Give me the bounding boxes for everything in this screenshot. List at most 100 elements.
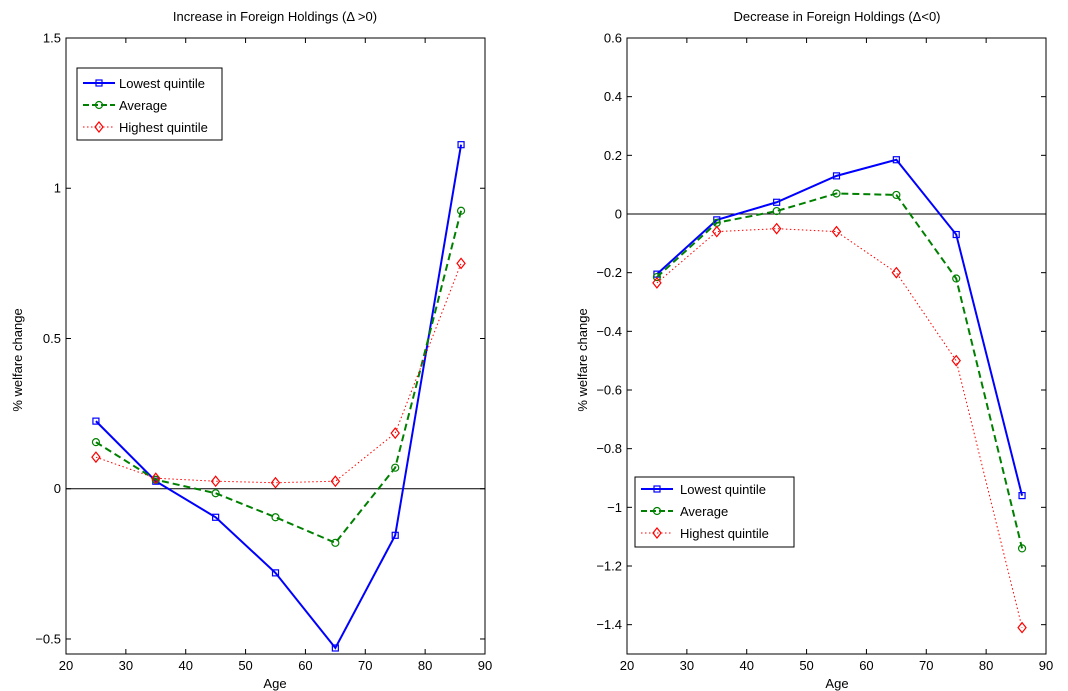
series-line-lowest-quintile [95,144,463,650]
x-tick-label: 50 [799,658,813,673]
data-point-circle [892,190,901,200]
x-tick-label: 40 [739,658,753,673]
plot-area [65,37,486,655]
x-tick-label: 20 [620,658,634,673]
legend-diamond-marker [94,121,104,133]
data-point-circle [391,463,400,472]
series-line-lowest-quintile [656,158,1024,496]
y-tick-label: 0 [54,481,61,496]
y-tick-label: 0.5 [43,331,61,346]
series-layer [627,156,1046,634]
y-tick-label: −0.5 [35,631,61,646]
legend: Lowest quintile Average Highest quintile [76,67,223,141]
legend-circle-marker [94,100,104,110]
data-point-diamond [151,472,161,485]
legend-label: Highest quintile [119,120,208,135]
y-tick-label: −0.6 [596,383,622,398]
x-tick-label: 70 [919,658,933,673]
data-point-square [952,230,960,239]
data-point-square [271,569,280,577]
legend-label: Highest quintile [680,526,769,541]
legend-entry-average: Average [641,504,728,519]
data-point-circle [91,438,101,447]
x-tick-label: 90 [478,658,492,673]
x-axis-label: Age [263,676,286,691]
data-point-circle [456,206,466,215]
data-point-diamond [951,354,961,367]
y-tick-label: 0 [615,207,622,222]
x-tick-label: 30 [680,658,694,673]
data-point-circle [1017,544,1027,553]
legend-entry-lowest-quintile: Lowest quintile [641,482,766,497]
data-point-circle [331,538,340,547]
series-line-average [656,192,1024,549]
chart-decrease-foreign-holdings: Decrease in Foreign Holdings (Δ<0) Age %… [575,9,1053,691]
data-point-circle [652,272,662,282]
data-point-diamond [712,225,722,238]
data-point-circle [211,489,220,498]
y-axis-label: % welfare change [10,308,25,411]
data-point-square [331,644,339,652]
legend-circle-marker [652,506,662,516]
legend-label: Average [119,98,167,113]
series-line-highest-quintile [656,228,1023,628]
data-point-circle [952,274,961,283]
data-point-diamond [330,475,341,488]
axis-ticks: 20 30 40 50 60 70 80 90 −0.5 0 0.5 1 1.5 [35,31,492,674]
data-point-circle [772,206,781,216]
legend-label: Lowest quintile [680,482,766,497]
x-tick-label: 30 [119,658,133,673]
y-tick-label: −1.4 [596,617,622,632]
y-tick-label: 0.2 [604,148,622,163]
y-tick-label: 1.5 [43,31,61,46]
data-point-square [457,141,465,149]
data-point-diamond [210,475,221,488]
legend-label: Lowest quintile [119,76,205,91]
plot-area [626,37,1047,655]
data-point-diamond [456,257,466,270]
y-tick-label: −1.2 [596,559,622,574]
data-point-diamond [1017,621,1027,634]
legend-label: Average [680,504,728,519]
data-point-square [892,156,900,164]
legend: Lowest quintile Average Highest quintile [634,476,795,548]
x-tick-label: 40 [178,658,192,673]
data-point-diamond [91,451,101,464]
chart-increase-foreign-holdings: Increase in Foreign Holdings (Δ >0) Age … [10,9,492,691]
data-point-square [832,172,841,180]
x-tick-label: 60 [859,658,873,673]
y-tick-label: −0.8 [596,441,622,456]
data-point-diamond [771,222,782,235]
legend-entry-highest-quintile: Highest quintile [83,120,208,135]
x-tick-label: 70 [358,658,372,673]
y-tick-label: 1 [54,181,61,196]
x-axis-label: Age [825,676,848,691]
data-point-diamond [891,266,902,279]
y-tick-label: 0.4 [604,89,622,104]
data-point-diamond [390,427,400,440]
y-axis-label: % welfare change [575,308,590,411]
data-point-diamond [270,476,281,489]
chart-title: Decrease in Foreign Holdings (Δ<0) [733,9,940,24]
data-point-circle [271,513,280,522]
data-point-diamond [831,225,842,238]
y-tick-label: 0.6 [604,31,622,46]
x-tick-label: 20 [59,658,73,673]
chart-title: Increase in Foreign Holdings (Δ >0) [173,9,377,24]
axis-ticks: 20 30 40 50 60 70 80 90 −1.4 −1.2 −1 −0.8 −0.6 −0.4 −0… [596,31,1053,674]
data-point-square [212,513,220,521]
data-point-square [773,198,781,206]
y-tick-label: −0.2 [596,265,622,280]
series-line-average [95,210,463,545]
y-tick-label: −0.4 [596,324,622,339]
data-point-square [391,531,399,539]
legend-square-marker [653,485,661,493]
x-tick-label: 60 [298,658,312,673]
data-point-circle [832,189,841,198]
x-tick-label: 80 [418,658,432,673]
legend-entry-highest-quintile: Highest quintile [641,526,769,541]
legend-diamond-marker [652,527,662,539]
legend-entry-average: Average [83,98,167,113]
legend-square-marker [95,79,103,87]
x-tick-label: 50 [238,658,252,673]
